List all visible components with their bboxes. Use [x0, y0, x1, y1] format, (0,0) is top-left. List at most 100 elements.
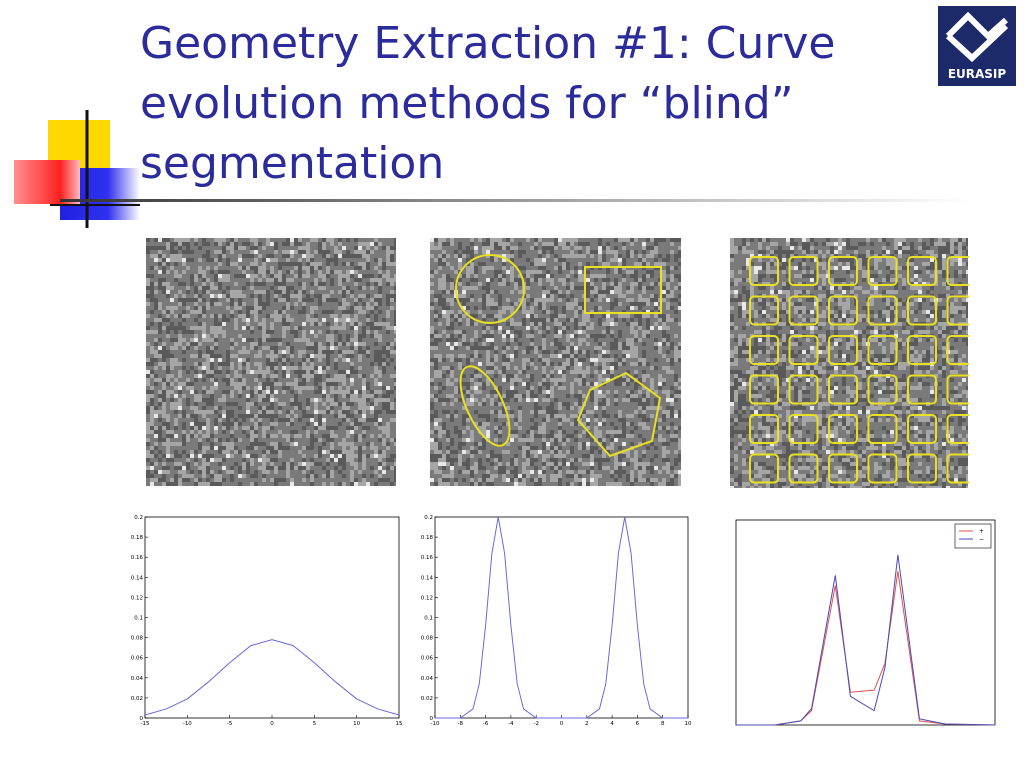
contour	[867, 335, 898, 365]
y-tick-label: 0.08	[421, 636, 434, 642]
x-tick-label: 15	[396, 721, 403, 727]
contour	[907, 374, 937, 405]
x-tick-label: -15	[141, 721, 150, 727]
contour	[455, 254, 525, 324]
contour	[576, 371, 662, 458]
contour	[907, 295, 937, 326]
plot: -10 -8 -6 -4 -2 0 2 4 6 8 10 0 0.02 0.04 0.06 0.08 0.1 0.…	[421, 515, 692, 727]
x-tick-label: -6	[483, 721, 489, 727]
legend-box	[954, 523, 992, 549]
contour	[788, 295, 819, 326]
contour	[749, 374, 779, 405]
y-tick-label: 0.14	[131, 575, 144, 581]
x-tick-label: -10	[183, 721, 192, 727]
y-tick-label: 0.18	[131, 535, 144, 541]
y-tick-label: 0.12	[131, 595, 143, 601]
legend-label: +	[979, 528, 984, 535]
y-tick-label: 0	[140, 716, 144, 722]
y-tick-label: 0.16	[421, 555, 434, 561]
x-tick-label: 10	[685, 721, 692, 727]
contour	[867, 374, 898, 405]
x-tick-label: -8	[458, 721, 464, 727]
contour	[584, 266, 662, 314]
contour	[828, 256, 858, 286]
x-tick-label: 0	[560, 721, 564, 727]
noise-image	[730, 238, 1024, 490]
contour	[788, 414, 819, 444]
y-tick-label: 0.1	[424, 616, 433, 622]
plot-frame	[434, 516, 689, 719]
legend-label: −	[979, 536, 984, 543]
x-tick-label: -10	[431, 721, 440, 727]
plot-frame	[735, 519, 996, 726]
x-tick-label: 2	[585, 721, 589, 727]
contour	[828, 295, 858, 326]
contour	[828, 453, 858, 484]
y-tick-label: 0.16	[131, 555, 144, 561]
title-rule	[60, 199, 970, 202]
contour	[788, 256, 819, 286]
contour	[828, 374, 858, 405]
logo-mark	[945, 11, 1009, 63]
contour	[828, 414, 858, 444]
logo-text: EURASIP	[947, 67, 1007, 81]
y-tick-label: 0.14	[421, 575, 434, 581]
deco-square	[14, 160, 80, 204]
contour	[749, 295, 779, 326]
x-tick-label: 8	[661, 721, 665, 727]
charts: -15 -10 -5 0 5 10 1500.020.040.060.080.10.120.…	[131, 515, 996, 727]
line-series	[736, 554, 996, 726]
contour	[907, 256, 937, 286]
x-tick-label: 10	[353, 721, 360, 727]
contour	[749, 256, 779, 286]
y-tick-label: 0.2	[134, 515, 143, 521]
x-tick-label: 0	[270, 721, 274, 727]
contour	[867, 414, 898, 444]
plot-frame	[144, 516, 400, 719]
y-tick-label: 0.08	[131, 636, 144, 642]
contour	[749, 453, 779, 484]
x-tick-label: 6	[636, 721, 640, 727]
y-tick-label: 0.1	[134, 616, 143, 622]
y-tick-label: 0.02	[131, 696, 143, 702]
image-crop	[969, 238, 1024, 490]
x-tick-label: 5	[313, 721, 317, 727]
y-tick-label: 0.04	[131, 676, 144, 682]
contour	[907, 335, 937, 365]
plot: -15 -10 -5 0 5 10 15 0 0.02 0.04 0.06 0.08 0.1 0.12 0.…	[131, 515, 403, 727]
contour	[749, 335, 779, 365]
x-tick-label: -4	[508, 721, 514, 727]
y-tick-label: 0.02	[421, 696, 433, 702]
x-tick-label: -2	[533, 721, 538, 727]
y-tick-label: 0.06	[421, 656, 434, 662]
x-tick-label: -5	[227, 721, 233, 727]
plot: +−	[735, 519, 996, 726]
contour	[749, 414, 779, 444]
logo: EURASIP	[938, 6, 1016, 86]
y-tick-label: 0.2	[424, 515, 433, 521]
contour	[788, 374, 819, 405]
contour	[828, 335, 858, 365]
line-series	[144, 639, 400, 716]
slide-title: Geometry Extraction #1: Curve evolution …	[140, 18, 836, 189]
noise-image	[146, 238, 396, 486]
contour	[867, 295, 898, 326]
line-series	[435, 516, 688, 719]
y-tick-label: 0.06	[131, 656, 144, 662]
contour	[907, 414, 937, 444]
y-tick-label: 0.18	[421, 535, 434, 541]
contour	[788, 335, 819, 365]
contour	[907, 453, 937, 484]
contour	[459, 365, 511, 447]
contour	[788, 453, 819, 484]
y-tick-label: 0.12	[421, 595, 433, 601]
x-tick-label: 4	[610, 721, 614, 727]
contour	[867, 453, 898, 484]
images	[146, 238, 1024, 490]
y-tick-label: 0.04	[421, 676, 434, 682]
noise-image	[430, 238, 681, 486]
contour	[867, 256, 898, 286]
y-tick-label: 0	[430, 716, 434, 722]
